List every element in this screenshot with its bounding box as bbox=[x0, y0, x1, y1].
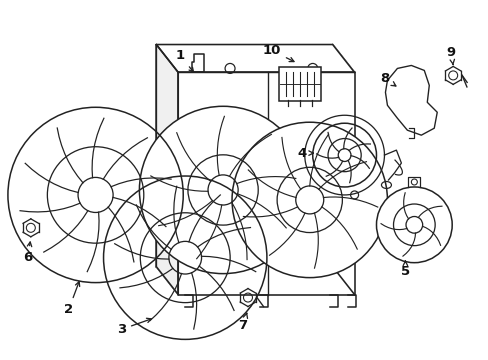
Polygon shape bbox=[156, 45, 354, 72]
Ellipse shape bbox=[376, 187, 451, 263]
Polygon shape bbox=[178, 72, 354, 294]
Text: 2: 2 bbox=[64, 282, 80, 316]
Text: 10: 10 bbox=[262, 44, 293, 62]
Ellipse shape bbox=[232, 122, 386, 278]
Text: 1: 1 bbox=[175, 49, 193, 72]
Polygon shape bbox=[156, 45, 178, 294]
Text: 5: 5 bbox=[400, 261, 409, 278]
Ellipse shape bbox=[139, 106, 306, 274]
Text: 8: 8 bbox=[379, 72, 395, 86]
Text: 4: 4 bbox=[297, 147, 313, 159]
Text: 9: 9 bbox=[446, 46, 455, 65]
Polygon shape bbox=[385, 66, 436, 135]
FancyBboxPatch shape bbox=[278, 67, 320, 101]
Text: 7: 7 bbox=[238, 313, 247, 332]
Text: 6: 6 bbox=[23, 242, 32, 264]
Text: 3: 3 bbox=[117, 318, 151, 336]
